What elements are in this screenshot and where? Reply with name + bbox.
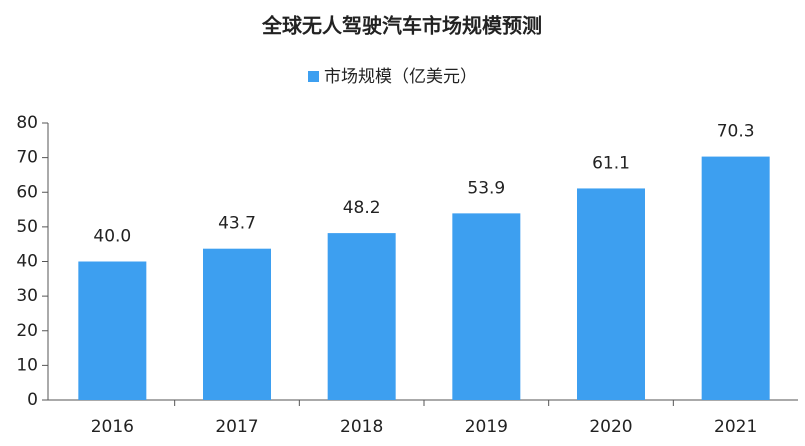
y-tick-label: 80	[16, 113, 38, 133]
data-label: 70.3	[717, 122, 755, 142]
x-tick-label: 2018	[340, 417, 383, 437]
x-tick-label: 2019	[465, 417, 508, 437]
x-tick-label: 2016	[91, 417, 134, 437]
x-tick-label: 2017	[215, 417, 258, 437]
y-tick-label: 40	[16, 252, 38, 272]
legend-label: 市场规模（亿美元）	[324, 67, 477, 87]
bar	[452, 213, 521, 400]
bar	[203, 248, 271, 400]
data-label: 43.7	[218, 214, 256, 234]
y-tick-label: 50	[16, 217, 38, 237]
y-tick-label: 10	[16, 355, 38, 375]
y-tick-label: 0	[27, 390, 38, 410]
y-tick-label: 30	[16, 286, 38, 306]
bar	[701, 156, 770, 400]
x-tick-label: 2021	[714, 417, 757, 437]
x-tick-label: 2020	[589, 417, 632, 437]
y-tick-label: 20	[16, 321, 38, 341]
bar	[577, 188, 645, 400]
data-label: 61.1	[592, 153, 630, 173]
data-label: 53.9	[467, 178, 505, 198]
bar	[327, 233, 396, 400]
bar	[78, 261, 147, 400]
data-label: 48.2	[343, 198, 381, 218]
legend-swatch	[308, 71, 319, 82]
data-label: 40.0	[93, 227, 131, 247]
y-tick-label: 70	[16, 148, 38, 168]
y-tick-label: 60	[16, 182, 38, 202]
chart-title: 全球无人驾驶汽车市场规模预测	[261, 14, 542, 38]
